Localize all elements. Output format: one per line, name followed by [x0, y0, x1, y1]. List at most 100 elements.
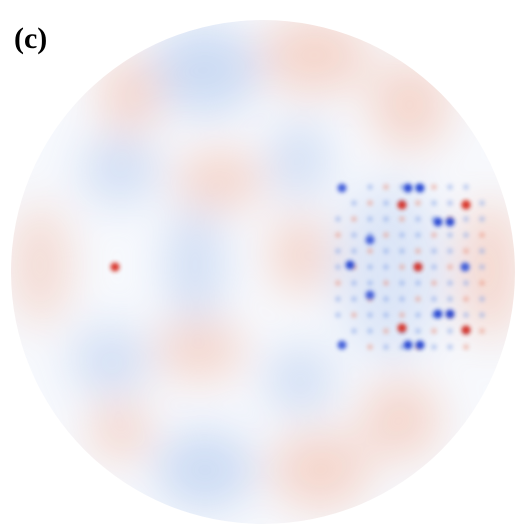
lattice-dot [399, 232, 405, 238]
lattice-dot [415, 280, 421, 286]
lattice-dot [367, 200, 373, 206]
lattice-dot [431, 328, 437, 334]
lattice-dot [383, 248, 389, 254]
lattice-dot [403, 183, 413, 193]
lattice-dot [403, 340, 413, 350]
lattice-dot [447, 232, 453, 238]
red-lobe [370, 60, 450, 150]
red-lobe [100, 55, 160, 135]
panel-label: (c) [14, 22, 47, 55]
lattice-dot [367, 328, 373, 334]
lattice-dot [447, 344, 453, 350]
lattice-dot [463, 184, 469, 190]
lattice-dot [383, 216, 389, 222]
lattice-dot [415, 232, 421, 238]
red-lobe [460, 200, 515, 340]
lattice-dot [445, 309, 455, 319]
lattice-dot [399, 344, 405, 350]
lattice-dot [351, 248, 357, 254]
lattice-dot [367, 184, 373, 190]
lattice-dot [447, 184, 453, 190]
lattice-dot [351, 200, 357, 206]
lattice-dot [431, 296, 437, 302]
lattice-dot [345, 260, 355, 270]
lattice-dot [463, 232, 469, 238]
lattice-dot [479, 248, 485, 254]
lattice-dot [415, 296, 421, 302]
blue-lobe [80, 135, 160, 205]
lattice-dot [399, 184, 405, 190]
lattice-dot [433, 309, 443, 319]
lattice-dot [415, 200, 421, 206]
blue-lobe [165, 205, 225, 325]
lattice-dot [367, 248, 373, 254]
lattice-dot [431, 184, 437, 190]
lattice-dot [415, 312, 421, 318]
lattice-dot [110, 262, 120, 272]
smooth-field [11, 20, 515, 510]
lattice-dot [463, 248, 469, 254]
lattice-dot [399, 296, 405, 302]
lattice-dot [479, 264, 485, 270]
lattice-dot [337, 340, 347, 350]
red-lobe [360, 380, 440, 460]
lattice-dot [367, 216, 373, 222]
lattice-dot [463, 312, 469, 318]
lattice-dot [479, 200, 485, 206]
lattice-dot [397, 323, 407, 333]
red-lobe [175, 150, 265, 210]
lattice-dot [415, 248, 421, 254]
lattice-dot [431, 232, 437, 238]
lattice-dot [351, 296, 357, 302]
lattice-dot [447, 296, 453, 302]
lattice-dot [351, 312, 357, 318]
lattice-dot [367, 264, 373, 270]
lattice-dot [431, 200, 437, 206]
lattice-dot [365, 235, 375, 245]
lattice-dot [431, 248, 437, 254]
lattice-dot [413, 262, 423, 272]
lattice-dots [110, 183, 485, 350]
blue-lobe [155, 430, 255, 510]
lattice-dot [415, 328, 421, 334]
lattice-dot [383, 200, 389, 206]
blue-lobe [335, 180, 445, 360]
lattice-dot [431, 280, 437, 286]
lattice-dot [383, 312, 389, 318]
lattice-dot [479, 216, 485, 222]
lattice-dot [335, 312, 341, 318]
lattice-dot [479, 328, 485, 334]
lattice-dot [367, 312, 373, 318]
lattice-dot [431, 264, 437, 270]
blue-lobe [150, 25, 260, 115]
lattice-dot [351, 328, 357, 334]
lattice-dot [383, 232, 389, 238]
lattice-dot [399, 280, 405, 286]
lattice-dot [335, 216, 341, 222]
lattice-dot [335, 264, 341, 270]
lattice-dot [461, 325, 471, 335]
lattice-dot [447, 200, 453, 206]
red-lobe [270, 215, 330, 295]
lattice-dot [383, 296, 389, 302]
red-lobe [90, 400, 150, 460]
lattice-dot [415, 216, 421, 222]
lattice-dot [447, 248, 453, 254]
red-lobe [155, 320, 245, 380]
lattice-dot [335, 232, 341, 238]
lattice-dot [460, 262, 470, 272]
lattice-dot [351, 216, 357, 222]
lattice-dot [461, 200, 471, 210]
blue-lobe [70, 325, 150, 395]
lattice-dot [399, 312, 405, 318]
lattice-dot [399, 216, 405, 222]
map-disk [11, 20, 515, 524]
lattice-dot [335, 296, 341, 302]
lattice-dot [431, 344, 437, 350]
lattice-dot [399, 248, 405, 254]
lattice-dot [383, 344, 389, 350]
red-lobe [270, 430, 370, 510]
lattice-dot [445, 217, 455, 227]
red-lobe [260, 20, 370, 95]
lattice-dot [335, 280, 341, 286]
